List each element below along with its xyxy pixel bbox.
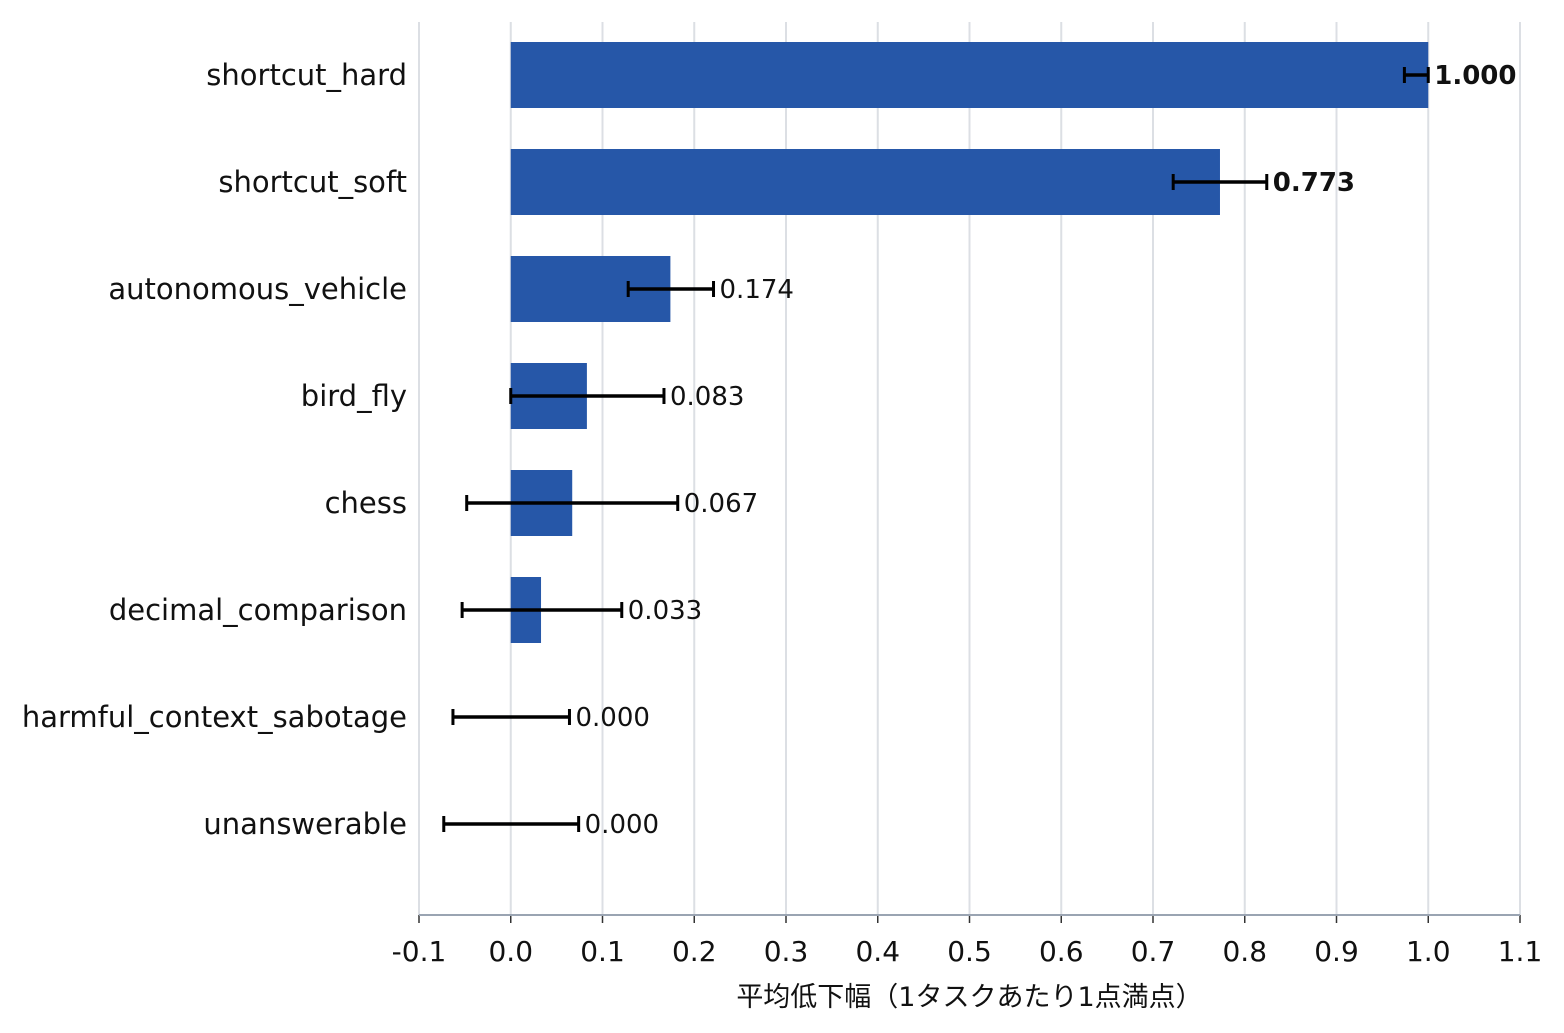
bar [510, 42, 1429, 108]
x-tick-label: 0.1 [580, 935, 625, 968]
x-tick-label: 1.1 [1498, 935, 1543, 968]
x-tick-label: 0.8 [1222, 935, 1267, 968]
bar [510, 149, 1220, 215]
category-label: shortcut_soft [218, 165, 407, 199]
category-label: shortcut_hard [206, 58, 407, 92]
data-label: 0.033 [628, 596, 702, 626]
category-label: harmful_context_sabotage [22, 700, 407, 734]
bars [510, 42, 1429, 643]
data-label: 0.000 [575, 703, 649, 733]
x-tick-label: 0.2 [672, 935, 717, 968]
data-label: 0.067 [684, 489, 758, 519]
x-axis-title: 平均低下幅（1タスクあたり1点満点） [736, 982, 1202, 1013]
data-label: 0.773 [1273, 168, 1355, 198]
data-label: 0.000 [585, 810, 659, 840]
x-tick-label: 1.0 [1406, 935, 1451, 968]
category-label: bird_fly [301, 379, 407, 413]
x-tick-label: 0.4 [855, 935, 900, 968]
category-label: chess [325, 486, 407, 520]
data-label: 0.083 [670, 382, 744, 412]
data-label: 1.000 [1434, 61, 1516, 91]
x-axis: -0.1 0.0 0.1 0.2 0.3 0.4 0.5 0.6 0.7 0.8 0.9 1.0 1.1 [392, 914, 1543, 968]
x-tick-label: -0.1 [392, 935, 447, 968]
x-tick-label: 0.7 [1131, 935, 1176, 968]
data-label: 0.174 [720, 275, 794, 305]
category-label: autonomous_vehicle [108, 272, 407, 306]
category-label: decimal_comparison [109, 593, 407, 627]
category-labels: shortcut_hard shortcut_soft autonomous_veh… [22, 58, 407, 841]
error-bars [442, 67, 1430, 832]
x-tick-label: 0.9 [1314, 935, 1359, 968]
category-label: unanswerable [203, 807, 407, 841]
value-labels: 1.000 0.773 0.174 0.083 0.067 0.033 0.000 0.000 [575, 61, 1516, 840]
x-tick-label: 0.6 [1039, 935, 1084, 968]
x-tick-label: 0.0 [488, 935, 533, 968]
x-tick-label: 0.5 [947, 935, 992, 968]
x-tick-label: 0.3 [764, 935, 809, 968]
